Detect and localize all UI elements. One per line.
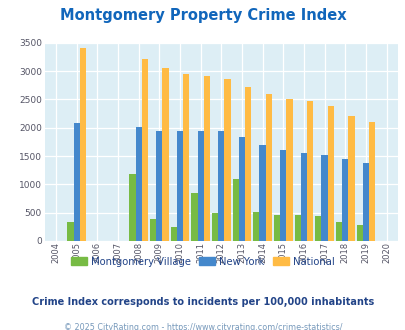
Bar: [191, 193, 197, 241]
Text: © 2025 CityRating.com - https://www.cityrating.com/crime-statistics/: © 2025 CityRating.com - https://www.city…: [64, 323, 341, 330]
Bar: [170, 227, 177, 241]
Bar: [368, 121, 374, 241]
Bar: [335, 222, 341, 241]
Bar: [135, 127, 141, 241]
Bar: [253, 212, 259, 241]
Bar: [279, 150, 286, 241]
Bar: [141, 59, 147, 241]
Bar: [300, 153, 306, 241]
Bar: [314, 216, 321, 241]
Bar: [238, 137, 245, 241]
Bar: [197, 131, 203, 241]
Bar: [341, 159, 347, 241]
Bar: [67, 222, 73, 241]
Bar: [362, 163, 368, 241]
Bar: [129, 174, 135, 241]
Bar: [356, 225, 362, 241]
Bar: [327, 106, 333, 241]
Bar: [294, 215, 300, 241]
Bar: [306, 101, 312, 241]
Bar: [321, 155, 327, 241]
Legend: Montgomery Village, New York, National: Montgomery Village, New York, National: [67, 252, 338, 271]
Bar: [183, 74, 189, 241]
Bar: [177, 131, 183, 241]
Bar: [245, 87, 251, 241]
Bar: [286, 99, 292, 241]
Bar: [259, 145, 265, 241]
Bar: [149, 219, 156, 241]
Bar: [73, 123, 79, 241]
Bar: [347, 116, 354, 241]
Bar: [265, 94, 271, 241]
Bar: [162, 68, 168, 241]
Bar: [211, 213, 217, 241]
Text: Montgomery Property Crime Index: Montgomery Property Crime Index: [60, 8, 345, 23]
Bar: [224, 79, 230, 241]
Bar: [79, 48, 86, 241]
Bar: [156, 131, 162, 241]
Bar: [273, 215, 279, 241]
Bar: [203, 76, 209, 241]
Text: Crime Index corresponds to incidents per 100,000 inhabitants: Crime Index corresponds to incidents per…: [32, 297, 373, 307]
Bar: [232, 179, 238, 241]
Bar: [217, 131, 224, 241]
